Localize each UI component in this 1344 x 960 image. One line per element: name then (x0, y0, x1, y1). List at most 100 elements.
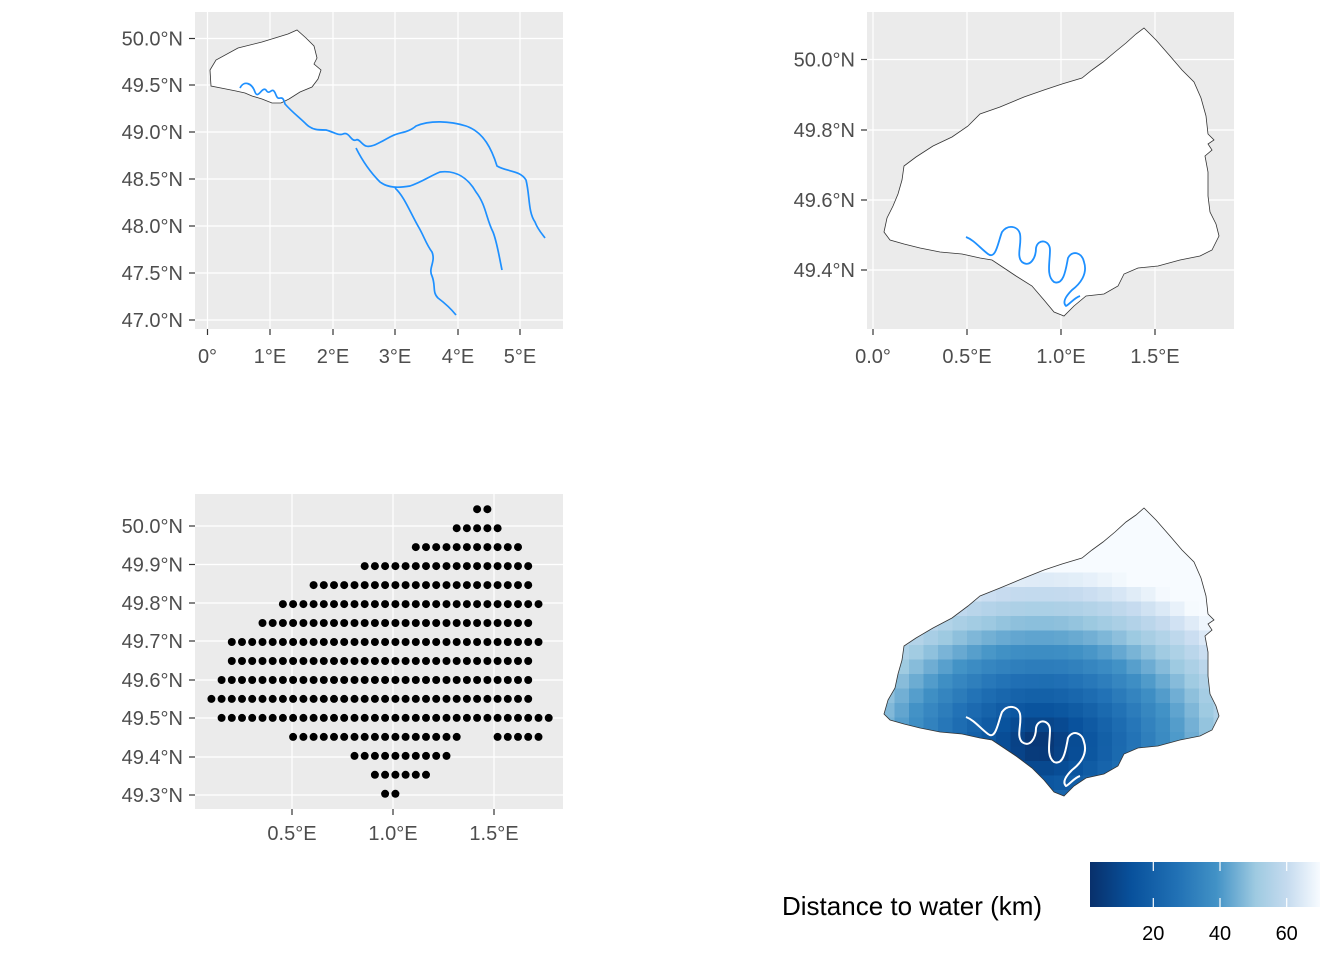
raster-cell (1083, 616, 1098, 631)
raster-cell (1054, 645, 1069, 660)
raster-cell (967, 514, 982, 530)
grid-point (432, 543, 441, 552)
panel-distance-map: Distance to water (km) 20 40 60 (782, 507, 1320, 945)
grid-point (360, 694, 369, 703)
raster-cell (1010, 558, 1026, 573)
grid-point (483, 657, 492, 665)
x-tick-label: 1.5°E (469, 823, 518, 845)
raster-cell (967, 688, 982, 704)
raster-cell (952, 508, 968, 515)
raster-cell (1083, 775, 1098, 791)
raster-cell (1010, 508, 1026, 515)
raster-cell (909, 616, 924, 631)
raster-cell (1112, 688, 1127, 704)
raster-cell (884, 616, 895, 631)
grid-point (401, 638, 410, 646)
raster-cell (1068, 746, 1084, 762)
grid-point (462, 713, 471, 722)
raster-cell (1010, 761, 1026, 776)
grid-point (391, 751, 400, 760)
raster-cell (952, 674, 968, 689)
raster-cell (1112, 732, 1127, 747)
grid-point (493, 713, 502, 722)
grid-point (309, 657, 318, 665)
raster-cell (981, 761, 997, 776)
raster-cell (1170, 775, 1185, 791)
raster-cell (909, 543, 924, 559)
raster-cell (1112, 587, 1127, 602)
grid-point (442, 676, 451, 684)
raster-cell (1184, 703, 1200, 718)
grid-point (370, 657, 379, 665)
grid-point (350, 713, 359, 722)
raster-cell (967, 529, 982, 544)
raster-cell (1097, 601, 1113, 617)
raster-cell (981, 543, 997, 559)
raster-cell (1126, 587, 1142, 602)
grid-point (340, 657, 349, 665)
raster-cell (1112, 558, 1127, 573)
grid-point (514, 676, 522, 684)
grid-point (442, 543, 451, 552)
y-tick-label: 49.4°N (122, 747, 183, 769)
raster-cell (938, 703, 953, 718)
grid-point (452, 676, 461, 684)
raster-cell (1112, 703, 1127, 718)
grid-point (452, 694, 461, 703)
raster-cell (996, 659, 1011, 675)
x-tick-label: 1.0°E (1036, 346, 1085, 368)
raster-cell (1184, 717, 1200, 733)
grid-point (401, 694, 410, 703)
raster-cell (1199, 761, 1214, 776)
raster-cell (981, 775, 997, 791)
raster-cell (1083, 746, 1098, 762)
grid-point (483, 581, 492, 590)
raster-cell (909, 645, 924, 660)
raster-cell (1010, 601, 1026, 617)
raster-cell (981, 717, 997, 733)
raster-cell (1184, 674, 1200, 689)
y-tick-label: 50.0°N (794, 50, 855, 72)
raster-cell (1039, 761, 1055, 776)
grid-point (319, 732, 328, 741)
raster-cell (1039, 688, 1055, 704)
grid-point (422, 638, 430, 646)
grid-point (360, 638, 369, 646)
grid-point (268, 713, 277, 722)
raster-cell (967, 572, 982, 588)
raster-cell (1010, 572, 1026, 588)
grid-point (483, 543, 492, 552)
grid-point (493, 581, 502, 590)
raster-cell (909, 717, 924, 733)
raster-cell (938, 688, 953, 704)
grid-point (422, 713, 430, 722)
color-legend: Distance to water (km) 20 40 60 (782, 862, 1320, 945)
raster-cell (1010, 587, 1026, 602)
raster-cell (1025, 703, 1040, 718)
raster-cell (1054, 529, 1069, 544)
raster-cell (1025, 508, 1040, 515)
grid-point (514, 562, 522, 571)
raster-cell (1039, 659, 1055, 675)
x-tick-labels: 0° 1°E 2°E 3°E 4°E 5°E (198, 346, 536, 368)
y-tick-label: 49.6°N (794, 190, 855, 212)
x-tick-label: 1.0°E (368, 823, 417, 845)
grid-point (422, 581, 430, 590)
raster-cell (1155, 703, 1171, 718)
raster-cell (1083, 572, 1098, 588)
raster-cell (1155, 508, 1171, 515)
grid-point (350, 676, 359, 684)
grid-point (360, 676, 369, 684)
grid-point (493, 676, 502, 684)
raster-cell (1141, 543, 1156, 559)
grid-point (340, 713, 349, 722)
legend-tick-label: 60 (1276, 923, 1298, 945)
grid-point (483, 619, 492, 627)
raster-cell (1025, 616, 1040, 631)
grid-point (401, 562, 410, 571)
raster-cell (1112, 717, 1127, 733)
grid-point (442, 732, 451, 741)
raster-cell (1097, 717, 1113, 733)
raster-cell (1112, 572, 1127, 588)
raster-cell (1155, 543, 1171, 559)
